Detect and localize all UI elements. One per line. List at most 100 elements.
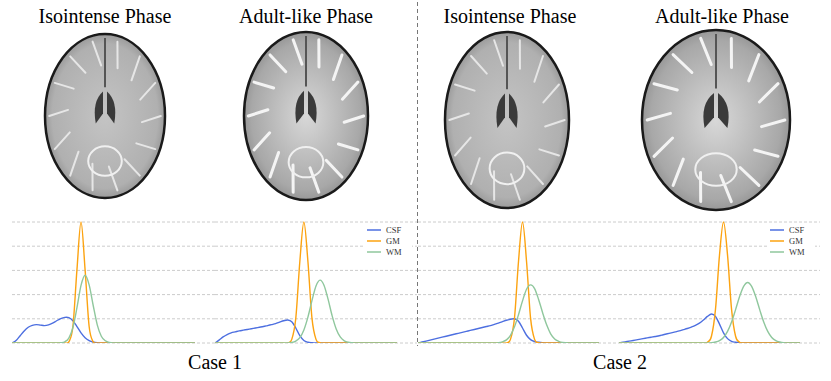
brain-outline xyxy=(45,34,165,198)
grid-line xyxy=(418,318,619,319)
chart: Isointense Phase xyxy=(418,5,619,343)
divider xyxy=(417,2,418,346)
legend-swatch xyxy=(770,229,784,231)
brain-ventricle xyxy=(308,91,317,124)
brain-texture xyxy=(539,149,559,155)
brain-image xyxy=(642,30,790,210)
brain-image xyxy=(45,34,165,198)
legend-label: WM xyxy=(789,247,805,257)
brain-texture xyxy=(140,83,155,100)
legend-swatch xyxy=(770,251,784,253)
brain-texture xyxy=(310,168,319,192)
panel-title: Isointense Phase xyxy=(39,5,172,27)
brain-ventricle xyxy=(703,93,714,128)
panel-title: Isointense Phase xyxy=(444,5,577,27)
brain-texture xyxy=(116,42,118,68)
brain-texture xyxy=(344,116,363,122)
brain-texture xyxy=(93,42,102,66)
brain-texture xyxy=(455,84,475,90)
legend-swatch xyxy=(367,240,381,242)
brain-texture xyxy=(342,82,358,99)
legend-label: GM xyxy=(789,236,803,246)
brain-texture xyxy=(740,167,759,185)
brain-texture xyxy=(701,38,712,64)
brain-texture xyxy=(455,138,471,156)
brain-outline xyxy=(445,32,569,208)
brain-ventricle xyxy=(295,91,304,124)
grid-line xyxy=(619,222,820,223)
brain-texture xyxy=(109,167,118,191)
brain-texture xyxy=(91,164,93,190)
brain-texture xyxy=(543,84,559,102)
brain-texture xyxy=(749,55,759,81)
brain-texture xyxy=(493,171,495,199)
legend-label: WM xyxy=(386,247,402,257)
brain-texture xyxy=(333,55,342,80)
brain-texture xyxy=(759,84,778,102)
grid-line xyxy=(418,222,619,223)
grid-line xyxy=(215,270,417,271)
marks xyxy=(12,222,195,343)
density-line xyxy=(215,280,397,343)
brain-ventricle xyxy=(107,91,115,123)
grid-line xyxy=(418,246,619,247)
legend-box xyxy=(364,224,412,261)
brain-texture xyxy=(647,113,670,120)
brain-texture xyxy=(527,166,543,184)
brain-texture xyxy=(654,84,677,90)
legend-box xyxy=(767,224,815,261)
brain-texture xyxy=(55,83,74,89)
brain-texture xyxy=(695,153,736,185)
brain-texture xyxy=(730,38,733,67)
brain-texture xyxy=(292,165,295,192)
brain-outline xyxy=(244,32,368,200)
brain-texture xyxy=(326,160,342,177)
brain-texture xyxy=(511,174,520,200)
grid-line xyxy=(12,246,215,247)
brain-texture xyxy=(506,36,508,89)
legend: CSFGMWM xyxy=(364,224,412,261)
brain-texture xyxy=(70,56,85,72)
brain-image xyxy=(244,32,368,200)
brain-outline xyxy=(642,30,790,210)
brain-texture xyxy=(534,56,543,82)
brain-image xyxy=(445,32,569,208)
grid-line xyxy=(12,222,215,223)
grid-line xyxy=(12,270,215,271)
brain-texture xyxy=(289,147,324,177)
brain-texture xyxy=(254,133,270,150)
brain-texture xyxy=(270,153,279,178)
grid-line xyxy=(619,294,820,295)
brain-ventricle xyxy=(509,94,518,128)
panel-title: Adult-like Phase xyxy=(239,5,373,27)
brain-texture xyxy=(49,110,68,116)
legend-swatch xyxy=(367,229,381,231)
grid-line xyxy=(215,294,417,295)
brain-texture xyxy=(136,143,155,149)
brain-texture xyxy=(305,36,307,87)
brain-texture xyxy=(142,116,161,122)
brain-texture xyxy=(673,159,683,185)
brain-texture xyxy=(699,173,702,202)
brain-texture xyxy=(715,34,717,89)
brain-texture xyxy=(755,150,778,156)
grid-line xyxy=(12,294,215,295)
brain-texture xyxy=(88,146,122,176)
grid-line xyxy=(418,294,619,295)
brain-texture xyxy=(270,55,286,72)
legend: CSFGMWM xyxy=(767,224,815,261)
brain-texture xyxy=(471,56,487,74)
brain-texture xyxy=(317,40,320,67)
chart: Isointense Phase xyxy=(12,5,215,343)
brain-ventricle xyxy=(95,91,103,123)
brain-texture xyxy=(490,153,525,185)
brain-ventricle xyxy=(718,93,729,128)
brain-texture xyxy=(673,55,692,73)
brain-texture xyxy=(254,82,274,88)
legend-label: GM xyxy=(386,236,400,246)
brain-texture xyxy=(519,40,521,68)
grid-line xyxy=(619,270,820,271)
brain-texture xyxy=(545,120,564,127)
density-line xyxy=(418,319,599,343)
legend-label: CSF xyxy=(789,225,804,235)
